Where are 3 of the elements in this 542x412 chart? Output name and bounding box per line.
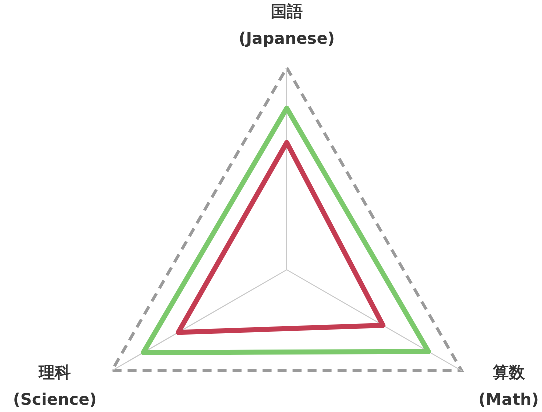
spoke-label: 算数 (Math)	[478, 363, 540, 409]
spoke-label: 理科 (Science)	[13, 363, 97, 409]
spoke-label: 国語 (Japanese)	[238, 2, 336, 48]
